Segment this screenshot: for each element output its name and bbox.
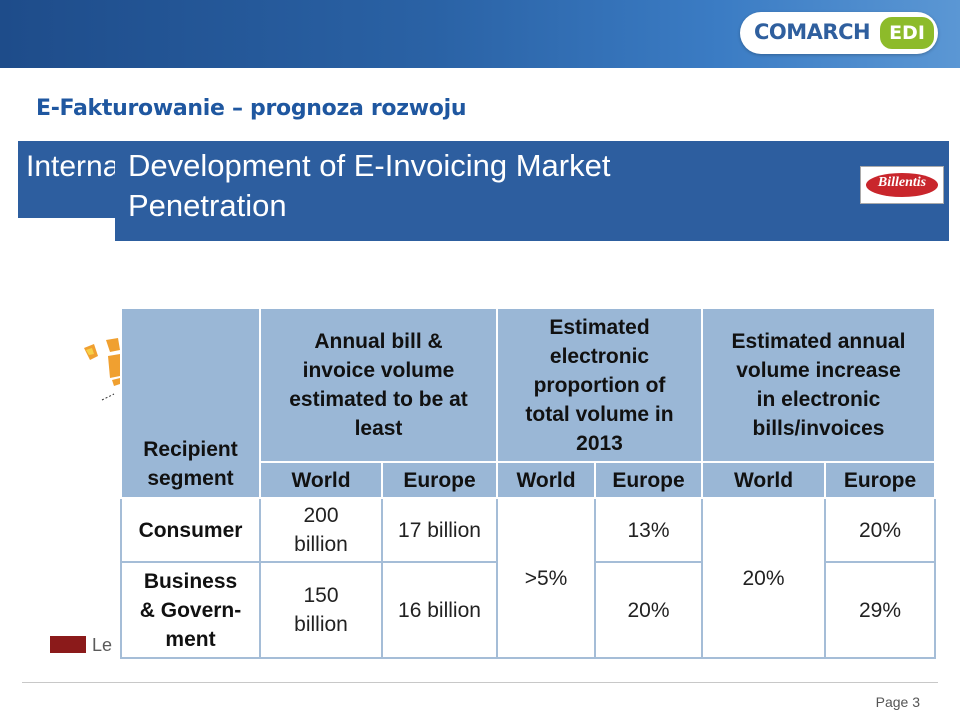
back-slide-title: Interna [26, 150, 120, 183]
table-row: Consumer 200 billion 17 billion >5% 13% 2… [120, 497, 936, 659]
slide-title: E-Fakturowanie – prognoza rozwoju [36, 96, 467, 121]
billentis-logo: Billentis [860, 166, 944, 204]
cell-proportion-europe: 20% [594, 561, 703, 659]
map-region [86, 348, 94, 355]
row-segment: Consumer [120, 497, 261, 563]
subheader-world: World [496, 461, 596, 499]
comarch-edi-logo: COMARCH EDI [740, 12, 938, 54]
cell-annual-europe: 17 billion [381, 497, 498, 563]
billentis-oval [866, 173, 938, 197]
header-bar: COMARCH EDI [0, 0, 960, 68]
cell-increase-europe: 20% [824, 497, 936, 563]
header-recipient-segment: Recipient segment [120, 307, 261, 499]
header-volume-increase: Estimated annual volume increase in elect… [701, 307, 936, 463]
brand-badge: EDI [880, 17, 934, 49]
subheader-europe: Europe [381, 461, 498, 499]
market-table: Recipient segment Annual bill & invoice vo… [120, 307, 936, 659]
legend-label: Le [92, 635, 113, 655]
brand-name: COMARCH [754, 20, 871, 44]
page-number: Page 3 [875, 694, 920, 710]
map-fragment [84, 338, 120, 401]
cell-increase-europe: 29% [824, 561, 936, 659]
header-electronic-proportion: Estimated electronic proportion of total v… [496, 307, 703, 463]
cell-increase-world: 20% [701, 497, 826, 659]
cell-annual-world: 200 billion [259, 497, 383, 563]
subheader-world: World [701, 461, 826, 499]
front-title-line1: Development of E-Invoicing Market [128, 148, 611, 183]
legend-swatch [50, 636, 86, 653]
cell-proportion-europe: 13% [594, 497, 703, 563]
subheader-world: World [259, 461, 383, 499]
subheader-europe: Europe [594, 461, 703, 499]
cell-proportion-world: >5% [496, 497, 596, 659]
footer-divider [22, 682, 938, 683]
billentis-text: Billentis [877, 175, 927, 190]
header-annual-volume: Annual bill & invoice volume estimated to… [259, 307, 498, 463]
map-region [108, 354, 120, 378]
map-region [112, 378, 120, 386]
subheader-europe: Europe [824, 461, 936, 499]
cell-annual-world: 150 billion [259, 561, 383, 659]
table-row: Business & Govern-ment 150 billion 16 bill… [120, 561, 936, 659]
map-region [106, 338, 120, 352]
front-title-line2: Penetration [128, 188, 287, 223]
front-slide-band [115, 141, 949, 241]
map-line [101, 393, 115, 401]
row-segment: Business & Govern-ment [120, 561, 261, 659]
cell-annual-europe: 16 billion [381, 561, 498, 659]
front-slide-title: Development of E-Invoicing Market Penetr… [128, 146, 728, 226]
